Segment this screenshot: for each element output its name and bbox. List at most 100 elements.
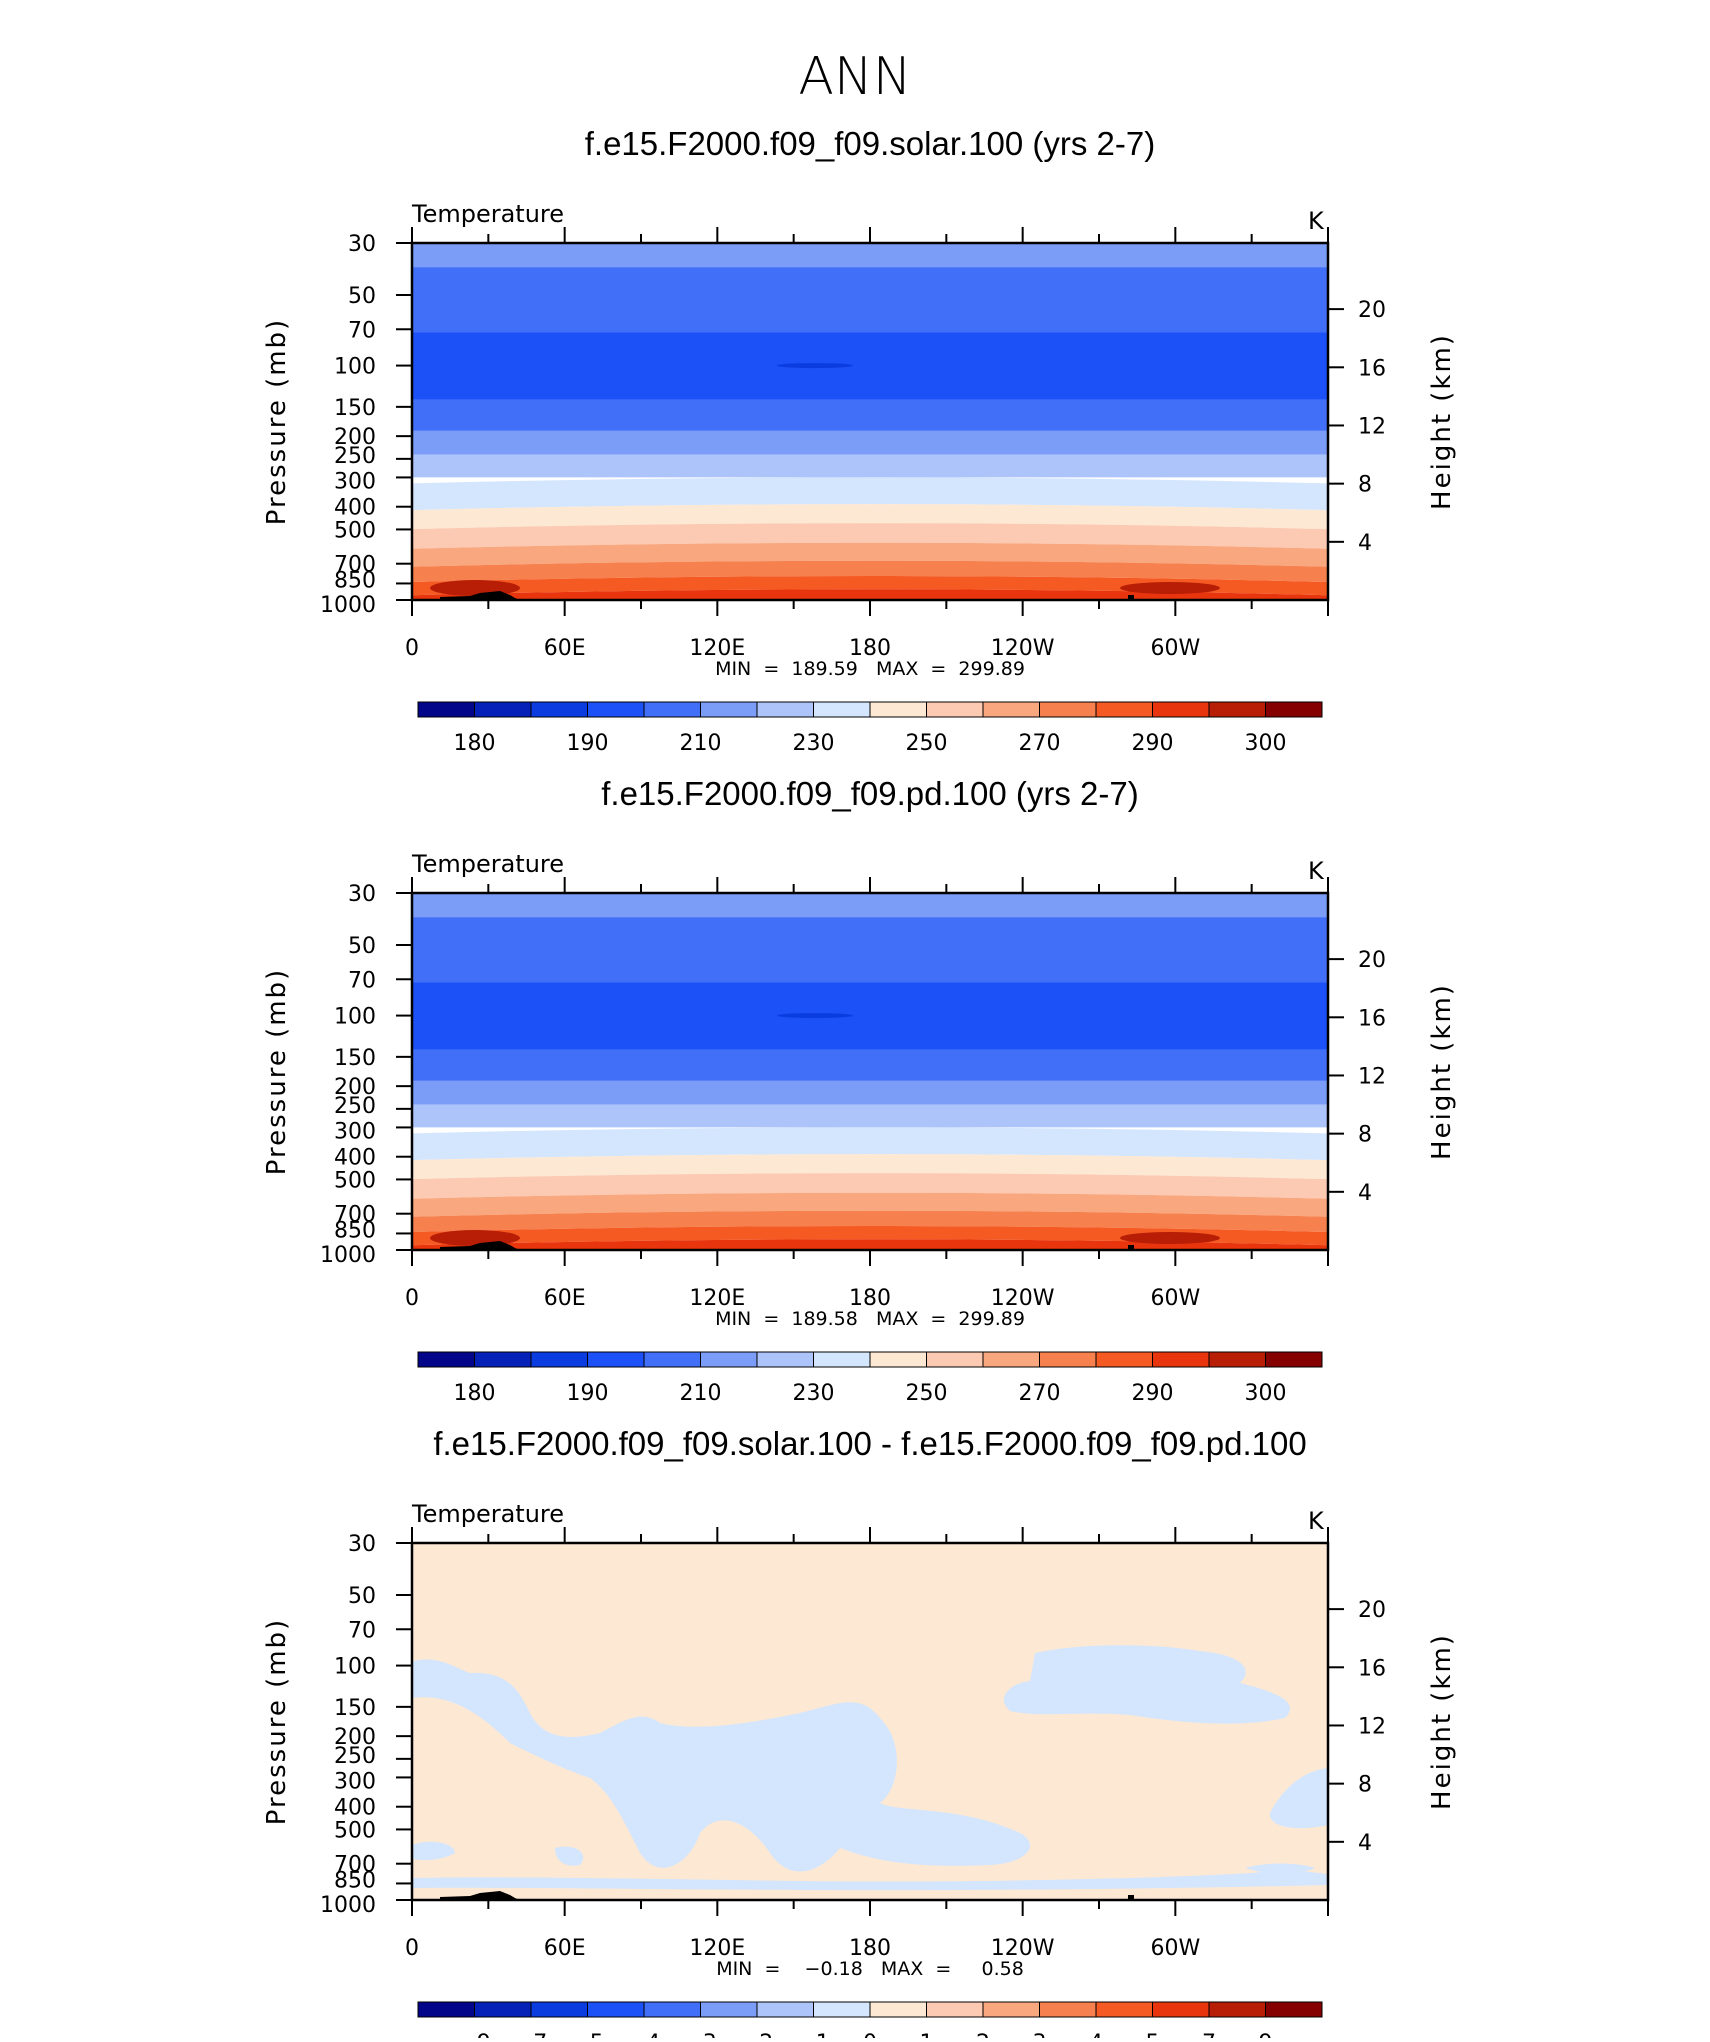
colorbar-swatch	[587, 2001, 645, 2018]
colorbar-label: 270	[1019, 731, 1061, 756]
y-tick-right-label: 20	[1358, 948, 1386, 973]
colorbar-swatch	[756, 1351, 814, 1368]
colorbar-swatch	[417, 2001, 475, 2018]
colorbar-swatch	[756, 701, 814, 718]
y-tick-right-label: 12	[1358, 1064, 1386, 1089]
panel-2: f.e15.F2000.f09_f09.pd.100 (yrs 2-7) Temp…	[262, 775, 1457, 1406]
colorbar-swatch	[417, 1351, 475, 1368]
y-tick-right-label: 4	[1358, 531, 1372, 556]
panel-1: f.e15.F2000.f09_f09.solar.100 (yrs 2-7) T…	[262, 125, 1457, 756]
colorbar-swatch	[474, 1351, 532, 1368]
panel-title: f.e15.F2000.f09_f09.pd.100 (yrs 2-7)	[601, 775, 1139, 812]
colorbar-label: −5	[571, 2031, 603, 2038]
colorbar-swatch	[1095, 1351, 1153, 1368]
contour-band	[412, 1210, 1328, 1233]
y-tick-label: 70	[348, 318, 376, 343]
y-tick-label: 30	[348, 1532, 376, 1557]
contour-band	[412, 1049, 1328, 1081]
y-axis-label: Pressure (mb)	[262, 1618, 292, 1825]
y-tick-right-label: 12	[1358, 414, 1386, 439]
colorbar-swatch	[1208, 1351, 1266, 1368]
colorbar-swatch	[1039, 1351, 1097, 1368]
y-tick-label: 200	[334, 425, 376, 450]
panel-title: f.e15.F2000.f09_f09.solar.100 (yrs 2-7)	[585, 125, 1156, 162]
y-tick-right-label: 16	[1358, 1006, 1386, 1031]
y-tick-label: 200	[334, 1075, 376, 1100]
colorbar-label: 180	[454, 731, 496, 756]
colorbar-label: 290	[1132, 1381, 1174, 1406]
colorbar-swatch	[700, 701, 758, 718]
contour-band	[412, 1080, 1328, 1105]
y-tick-label: 300	[334, 1119, 376, 1144]
y-tick-label: 300	[334, 469, 376, 494]
y-tick-label: 400	[334, 1796, 376, 1821]
colorbar-swatch	[982, 701, 1040, 718]
colorbar-swatch	[869, 2001, 927, 2018]
x-tick-label: 120E	[689, 1286, 745, 1311]
colorbar-label: 250	[906, 731, 948, 756]
contour-band	[412, 1127, 1328, 1161]
y-tick-label: 1000	[320, 1243, 376, 1268]
units-label: K	[1308, 857, 1325, 885]
y-tick-label: 700	[334, 553, 376, 578]
negative-anomaly-region	[555, 1846, 584, 1866]
y-tick-label: 400	[334, 1146, 376, 1171]
colorbar-label: 0	[863, 2031, 877, 2038]
colorbar-label: 180	[454, 1381, 496, 1406]
colorbar-swatch	[1208, 701, 1266, 718]
contour-band	[412, 1104, 1328, 1128]
colorbar-swatch	[1152, 2001, 1210, 2018]
y-tick-label: 250	[334, 1094, 376, 1119]
min-max-stats: MIN = 189.59 MAX = 299.89	[715, 658, 1025, 680]
x-tick-label: 0	[405, 1286, 419, 1311]
x-tick-label: 180	[849, 1936, 891, 1961]
x-tick-label: 60W	[1150, 1936, 1200, 1961]
y-tick-right-label: 8	[1358, 1123, 1372, 1148]
colorbar-label: 210	[680, 731, 722, 756]
contour-band	[412, 917, 1328, 983]
colorbar-swatch	[530, 1351, 588, 1368]
y-tick-label: 400	[334, 496, 376, 521]
y-tick-label: 50	[348, 934, 376, 959]
colorbar-swatch	[1039, 701, 1097, 718]
colorbar: −9 −7 −5 −4 −3 −2 −1 0 1 2 3 4 5 7 9	[417, 2001, 1323, 2042]
units-label: K	[1308, 1507, 1325, 1535]
negative-anomaly-region	[1003, 1645, 1290, 1724]
panel-title: f.e15.F2000.f09_f09.solar.100 - f.e15.F2…	[433, 1425, 1306, 1462]
negative-anomaly-region	[412, 1841, 455, 1861]
colorbar-swatch	[869, 701, 927, 718]
y-axis-right-label: Height (km)	[1427, 1633, 1457, 1810]
y-tick-label: 1000	[320, 593, 376, 618]
y-tick-label: 500	[334, 1168, 376, 1193]
contour-band	[412, 523, 1328, 549]
colorbar-swatch	[530, 701, 588, 718]
x-tick-label: 120W	[991, 636, 1055, 661]
colorbar-swatch	[869, 1351, 927, 1368]
colorbar-swatch	[813, 701, 871, 718]
colorbar-swatch	[926, 701, 984, 718]
y-tick-label: 850	[334, 1868, 376, 1893]
warm-region	[1120, 582, 1220, 594]
y-tick-label: 150	[334, 396, 376, 421]
y-tick-label: 250	[334, 1744, 376, 1769]
x-tick-label: 0	[405, 1936, 419, 1961]
contour-band	[412, 430, 1328, 455]
colorbar-swatch	[1152, 701, 1210, 718]
contour-band	[412, 560, 1328, 583]
y-tick-label: 100	[334, 1005, 376, 1030]
y-tick-right-label: 16	[1358, 356, 1386, 381]
colorbar-swatch	[1265, 1351, 1323, 1368]
colorbar: 180 190 210 230 250 270 290 300	[417, 701, 1323, 756]
y-tick-label: 100	[334, 1655, 376, 1680]
colorbar-swatch	[587, 1351, 645, 1368]
y-tick-right-label: 8	[1358, 473, 1372, 498]
y-axis-right-label: Height (km)	[1427, 983, 1457, 1160]
colorbar-swatch	[1095, 701, 1153, 718]
cold-minimum	[777, 363, 853, 369]
y-tick-right-label: 8	[1358, 1773, 1372, 1798]
colorbar-label: 9	[1259, 2031, 1273, 2038]
colorbar: 180 190 210 230 250 270 290 300	[417, 1351, 1323, 1406]
x-tick-label: 0	[405, 636, 419, 661]
y-tick-label: 500	[334, 518, 376, 543]
